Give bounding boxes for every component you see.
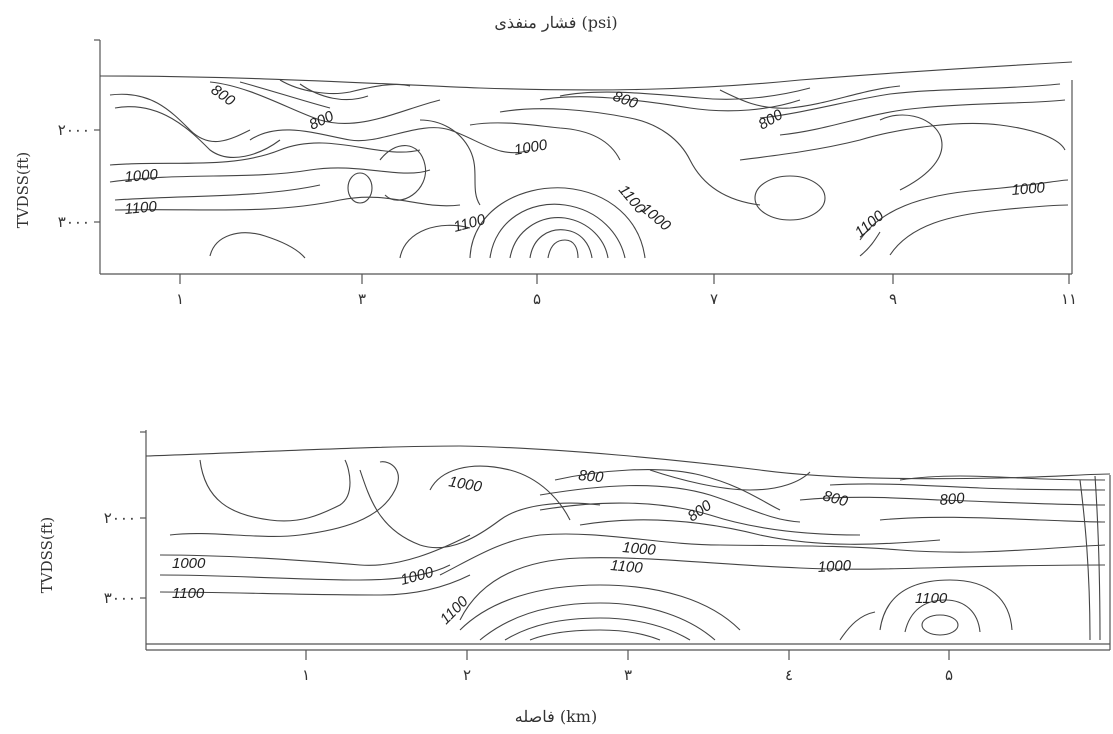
contour-label: 1000	[172, 555, 206, 572]
contour-label: 1100	[172, 585, 205, 602]
contour-label: 800	[578, 467, 605, 486]
y-axis-title: TVDSS(ft)	[38, 517, 56, 593]
contour-label: 800	[611, 88, 641, 113]
y-tick-label: ۳۰۰۰	[104, 589, 136, 607]
contour-label: 1100	[610, 557, 644, 577]
contour-label: 1000	[622, 539, 657, 559]
x-tick-label: ۵	[533, 290, 541, 308]
x-tick-label: ۱	[302, 666, 310, 684]
top-contour-panel: 800 800 800 800 1000 1100 1000 1100 1100…	[14, 39, 1077, 308]
contour-label: 1100	[915, 590, 948, 607]
x-axis-title: فاصله (km)	[515, 707, 597, 726]
contour-label: 1100	[852, 207, 888, 241]
y-axis-title: TVDSS(ft)	[14, 152, 32, 228]
contour-label: 1100	[437, 593, 472, 628]
chart-title: فشار منفذی (psi)	[494, 13, 617, 32]
x-tick-label: ۳	[358, 290, 366, 308]
x-tick-label: ۵	[945, 666, 953, 684]
y-tick-label: ۳۰۰۰	[58, 213, 90, 231]
contour-label: 1100	[124, 198, 158, 218]
surface-line	[99, 61, 1073, 91]
contour-label: 1000	[637, 200, 674, 235]
x-tick-label: ۳	[624, 666, 632, 684]
contour-label: 1000	[399, 564, 436, 589]
contour-label: 800	[939, 490, 966, 509]
x-ticks: ۱ ۲ ۳ ٤ ۵	[302, 650, 953, 684]
contour-label: 800	[208, 81, 239, 110]
x-tick-label: ۹	[889, 290, 897, 308]
x-tick-label: ۷	[710, 290, 718, 308]
contour-label: 800	[307, 107, 337, 133]
contour-labels: 1000 800 800 800 800 1000 1100 1000 1000…	[172, 467, 966, 628]
y-tick-label: ۲۰۰۰	[104, 509, 136, 527]
contour-lines	[109, 79, 1069, 259]
y-tick-label: ۲۰۰۰	[58, 121, 90, 139]
bottom-contour-panel: 1000 800 800 800 800 1000 1100 1000 1000…	[38, 430, 1111, 684]
contour-label: 1000	[447, 473, 483, 496]
contour-lines	[159, 459, 1106, 641]
x-tick-label: ۲	[463, 666, 471, 684]
contour-label: 800	[821, 487, 850, 510]
contour-label: 800	[685, 497, 716, 526]
contour-label: 1000	[513, 136, 549, 159]
contour-label: 1000	[817, 557, 852, 576]
y-ticks: ۲۰۰۰ ۳۰۰۰	[58, 121, 100, 231]
x-tick-label: ۱	[176, 290, 184, 308]
contour-label: 800	[756, 106, 787, 134]
contour-label: 1100	[452, 211, 488, 236]
x-tick-label: ۱۱	[1061, 290, 1077, 308]
y-ticks: ۲۰۰۰ ۳۰۰۰	[104, 509, 146, 607]
x-tick-label: ٤	[785, 666, 793, 684]
contour-label: 1000	[124, 166, 159, 186]
contour-labels: 800 800 800 800 1000 1100 1000 1100 1100…	[124, 81, 1046, 241]
x-ticks: ۱ ۳ ۵ ۷ ۹ ۱۱	[176, 274, 1077, 308]
surface-line	[145, 445, 1111, 480]
contour-label: 1000	[1011, 179, 1046, 199]
